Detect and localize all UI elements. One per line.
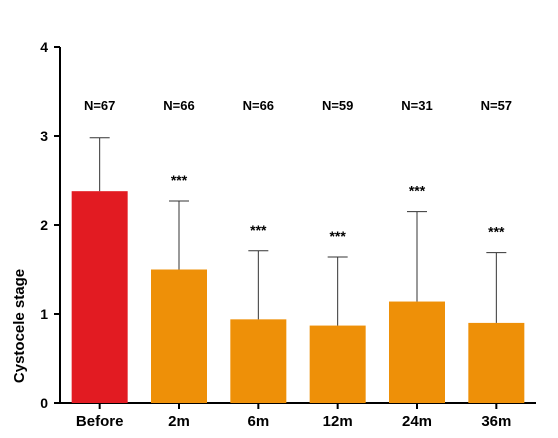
significance-marker: ***	[409, 183, 426, 199]
sample-size-label: N=31	[401, 98, 432, 113]
y-tick-label: 2	[40, 217, 48, 233]
sample-size-label: N=67	[84, 98, 115, 113]
bar-2m	[151, 269, 207, 403]
significance-markers: *** *** *** *** ***	[171, 172, 505, 244]
significance-marker: ***	[171, 172, 188, 188]
x-tick-label: 6m	[247, 413, 269, 430]
x-tick-label: 24m	[402, 413, 432, 430]
sample-size-label: N=59	[322, 98, 353, 113]
bar-12m	[309, 325, 366, 403]
sample-size-labels: N=67 N=66 N=66 N=59 N=31 N=57	[84, 98, 512, 113]
bar-6m	[230, 319, 287, 403]
x-tick-label: Before	[76, 413, 124, 430]
significance-marker: ***	[488, 224, 505, 240]
bar-24m	[389, 301, 445, 403]
y-tick-label: 4	[40, 39, 48, 55]
sample-size-label: N=66	[243, 98, 274, 113]
y-axis: 0 1 2 3 4	[40, 39, 61, 411]
error-bars	[89, 137, 507, 326]
sample-size-label: N=57	[481, 98, 512, 113]
significance-marker: ***	[250, 222, 267, 238]
x-tick-label: 2m	[168, 413, 190, 430]
x-tick-label: 36m	[481, 413, 511, 430]
y-axis-label: Cystocele stage	[11, 269, 28, 383]
y-tick-label: 1	[40, 306, 48, 322]
x-axis: Before 2m 6m 12m 24m 36m	[59, 402, 536, 430]
bar-36m	[468, 322, 525, 403]
sample-size-label: N=66	[163, 98, 194, 113]
y-tick-label: 0	[40, 395, 48, 411]
y-tick-label: 3	[40, 128, 48, 144]
bar-Before	[71, 191, 128, 403]
significance-marker: ***	[329, 228, 346, 244]
x-tick-label: 12m	[323, 413, 353, 430]
bars	[71, 191, 525, 403]
